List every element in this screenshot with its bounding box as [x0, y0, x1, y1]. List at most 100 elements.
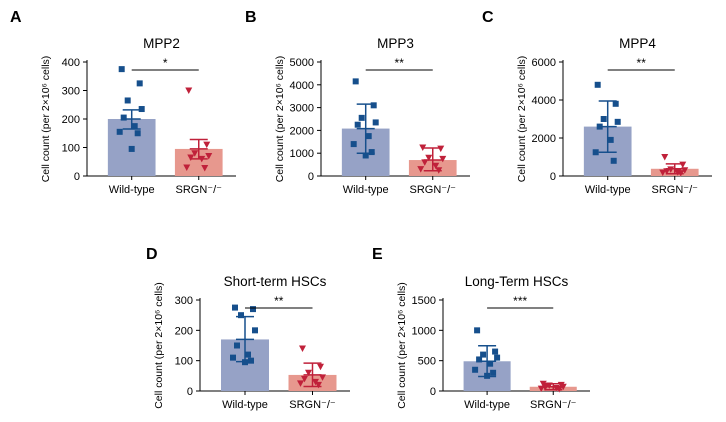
y-tick-label: 1000 — [290, 148, 314, 160]
chart-title: Short-term HSCs — [224, 274, 327, 289]
data-point-wildtype — [365, 133, 372, 140]
data-point-wildtype — [612, 100, 619, 107]
data-point-wildtype — [596, 123, 603, 130]
panel-c: C MPP4 Cell count (per 2×10⁶ cells) 0 2000 40… — [482, 9, 712, 196]
panel-a: A MPP2 Cell count (per 2×10⁶ cells) 0 100 200… — [10, 9, 236, 196]
data-point-srgn — [545, 382, 553, 390]
data-point-srgn — [201, 165, 209, 172]
y-tick-label: 4000 — [532, 95, 556, 107]
data-point-srgn — [315, 381, 322, 389]
x-tick-label: Wild-type — [343, 184, 389, 196]
data-point-wildtype — [128, 145, 135, 152]
data-point-srgn — [183, 164, 191, 171]
data-point-srgn — [435, 167, 443, 174]
data-point-srgn — [432, 162, 440, 170]
data-point-wildtype — [490, 369, 497, 376]
y-tick-label: 0 — [187, 386, 193, 398]
significance-label: ** — [637, 56, 647, 70]
y-axis-label: Cell count (per 2×10⁶ cells) — [396, 282, 408, 409]
data-point-srgn — [421, 159, 429, 166]
data-point-wildtype — [492, 348, 499, 355]
data-point-srgn — [317, 363, 324, 371]
data-point-wildtype — [594, 81, 601, 88]
data-point-srgn — [203, 141, 211, 149]
panel-letter: B — [245, 9, 257, 26]
y-axis-label: Cell count (per 2×10⁶ cells) — [274, 56, 286, 183]
y-tick-label: 0 — [430, 386, 436, 398]
data-point-srgn — [537, 385, 545, 393]
y-tick-label: 200 — [175, 325, 193, 337]
significance-label: ** — [274, 294, 284, 308]
x-tick-label: Wild-type — [222, 399, 268, 411]
data-point-wildtype — [124, 97, 131, 104]
data-point-srgn — [425, 154, 433, 162]
data-point-wildtype — [614, 118, 621, 125]
chart-title: MPP4 — [619, 36, 656, 51]
data-point-srgn — [661, 154, 669, 161]
y-tick-label: 6000 — [532, 57, 556, 69]
data-point-wildtype — [134, 130, 141, 137]
data-point-wildtype — [368, 149, 375, 156]
panel-letter: D — [146, 246, 158, 263]
data-point-wildtype — [370, 102, 377, 109]
data-point-wildtype — [252, 327, 258, 334]
data-point-srgn — [185, 87, 193, 94]
data-point-wildtype — [352, 78, 359, 85]
data-point-wildtype — [120, 114, 127, 121]
panel-b: B MPP3 Cell count (per 2×10⁶ cells) 0 1000 20… — [245, 9, 470, 196]
y-tick-label: 300 — [62, 86, 80, 98]
data-point-wildtype — [607, 136, 614, 143]
x-tick-label: SRGN⁻/⁻ — [530, 399, 577, 411]
data-point-wildtype — [116, 128, 123, 135]
y-tick-label: 2000 — [290, 125, 314, 137]
data-point-wildtype — [476, 356, 483, 363]
chart-title: MPP2 — [143, 36, 180, 51]
data-point-wildtype — [234, 342, 240, 349]
x-tick-label: Wild-type — [464, 399, 510, 411]
y-tick-label: 300 — [175, 295, 193, 307]
data-point-srgn — [659, 169, 667, 177]
data-point-srgn — [205, 153, 213, 160]
data-point-wildtype — [600, 116, 607, 122]
y-tick-label: 4000 — [290, 80, 314, 92]
data-point-srgn — [198, 155, 206, 163]
x-tick-label: SRGN⁻/⁻ — [410, 184, 457, 196]
y-tick-label: 0 — [74, 171, 80, 183]
data-point-wildtype — [248, 357, 254, 364]
chart-title: MPP3 — [377, 36, 414, 51]
data-point-wildtype — [350, 141, 357, 148]
panel-letter: A — [10, 9, 22, 26]
data-point-srgn — [319, 374, 326, 381]
data-point-wildtype — [484, 372, 491, 379]
data-point-srgn — [305, 369, 312, 377]
data-point-srgn — [667, 166, 675, 173]
data-point-srgn — [437, 145, 445, 153]
y-axis-label: Cell count (per 2×10⁶ cells) — [153, 282, 165, 409]
data-point-wildtype — [238, 312, 244, 319]
data-point-wildtype — [472, 366, 479, 373]
y-tick-label: 1000 — [412, 325, 436, 337]
data-point-srgn — [677, 170, 685, 177]
data-point-srgn — [539, 380, 547, 388]
data-point-wildtype — [138, 106, 145, 113]
data-point-wildtype — [242, 359, 248, 366]
x-tick-label: Wild-type — [109, 184, 155, 196]
significance-label: ** — [395, 56, 405, 70]
data-point-srgn — [191, 150, 199, 157]
y-tick-label: 2000 — [532, 133, 556, 145]
data-point-wildtype — [592, 149, 599, 156]
data-point-wildtype — [474, 327, 481, 334]
data-point-srgn — [187, 154, 195, 161]
y-tick-label: 1500 — [412, 295, 436, 307]
data-point-wildtype — [480, 351, 487, 358]
data-point-wildtype — [362, 152, 369, 159]
data-point-wildtype — [610, 157, 617, 164]
panel-letter: E — [372, 246, 383, 263]
data-point-wildtype — [494, 354, 501, 361]
data-point-wildtype — [358, 114, 365, 121]
y-axis-label: Cell count (per 2×10⁶ cells) — [516, 56, 528, 183]
data-point-wildtype — [487, 360, 494, 367]
panel-letter: C — [482, 9, 494, 26]
data-point-srgn — [679, 161, 687, 169]
